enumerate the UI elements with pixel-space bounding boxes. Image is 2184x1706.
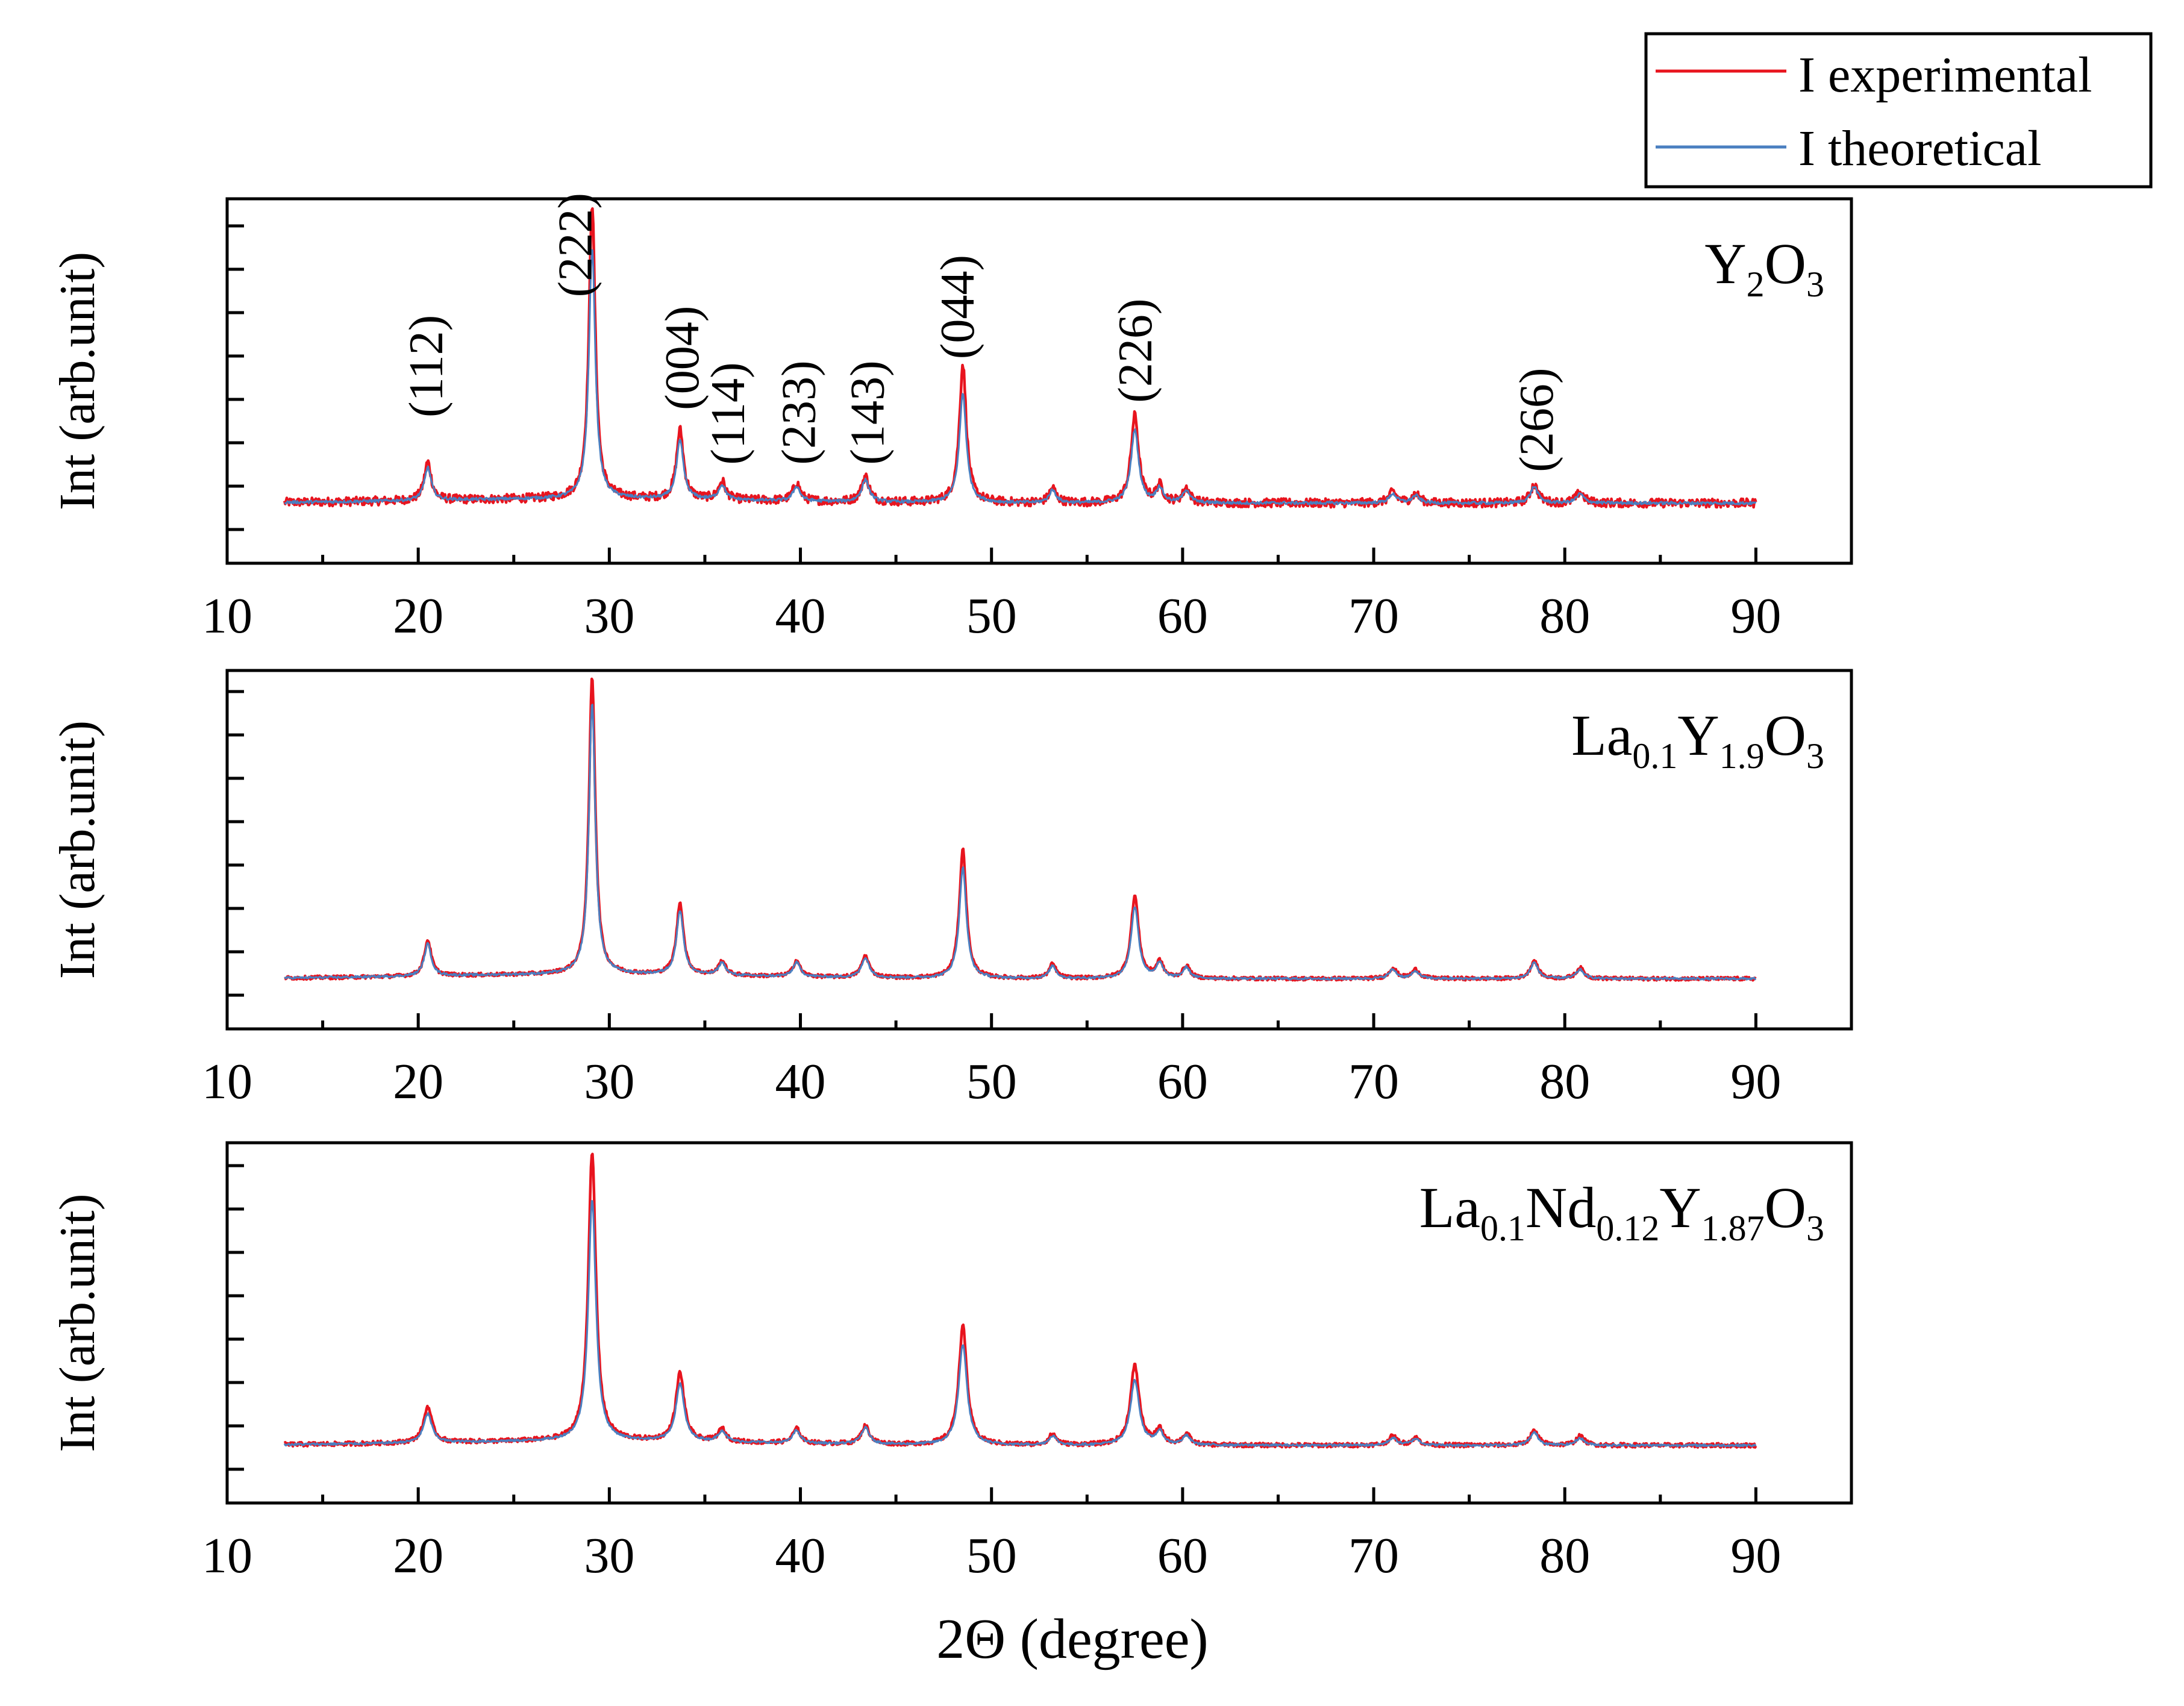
x-tick-label: 80 — [1539, 1528, 1590, 1584]
x-tick-label: 60 — [1157, 1528, 1208, 1584]
series-experimental-line — [284, 677, 1757, 982]
peak-label: (226) — [1109, 299, 1162, 403]
x-tick-label: 40 — [775, 1054, 826, 1110]
series-theoretical-line — [283, 1200, 1757, 1448]
title-part: O — [1765, 703, 1806, 767]
x-tick-label: 30 — [584, 588, 634, 644]
x-tick-label: 20 — [393, 1054, 443, 1110]
x-tick-label: 70 — [1348, 1528, 1399, 1584]
panels-group: 10 20 30 40 50 60 70 80 90 Int (arb.unit) (112) (22… — [49, 193, 1853, 1584]
title-subscript: 0.1 — [1480, 1208, 1525, 1248]
peak-label: (143) — [842, 360, 895, 464]
title-subscript: 3 — [1806, 1208, 1824, 1248]
title-part: La — [1571, 703, 1632, 767]
panel-title: Y2O3 — [1704, 231, 1824, 304]
series-theoretical-line — [284, 249, 1757, 505]
panel-title: La0.1Y1.9O3 — [1571, 703, 1824, 776]
x-tick-label: 30 — [584, 1054, 634, 1110]
legend-label-theoretical: I theoretical — [1798, 120, 2041, 177]
title-part: O — [1765, 1175, 1806, 1240]
peak-label: (266) — [1510, 367, 1563, 472]
x-tick-label: 40 — [775, 1528, 826, 1584]
x-tick-label: 10 — [202, 588, 252, 644]
title-part: Nd — [1525, 1175, 1596, 1240]
x-axis-title: 2Θ (degree) — [936, 1608, 1208, 1670]
legend: I experimental I theoretical — [1644, 32, 2153, 189]
x-tick-label: 80 — [1539, 588, 1590, 644]
plot-frame — [225, 197, 1853, 565]
title-subscript: 2 — [1747, 264, 1765, 304]
title-subscript: 3 — [1806, 736, 1824, 776]
peak-label: (233) — [773, 360, 826, 464]
x-tick-label: 50 — [966, 588, 1017, 644]
x-tick-label: 10 — [202, 1054, 252, 1110]
panel-title: La0.1Nd0.12Y1.87O3 — [1419, 1175, 1824, 1248]
x-tick-label: 70 — [1348, 588, 1399, 644]
x-tick-label: 50 — [966, 1054, 1017, 1110]
legend-box — [1644, 32, 2153, 189]
x-tick-label: 60 — [1157, 1054, 1208, 1110]
peak-label: (112) — [400, 315, 453, 417]
y-axis-title: Int (arb.unit) — [49, 252, 105, 510]
title-subscript: 0.1 — [1632, 736, 1677, 776]
x-tick-label: 90 — [1730, 588, 1781, 644]
title-subscript: 0.12 — [1596, 1208, 1659, 1248]
title-subscript: 1.9 — [1719, 736, 1765, 776]
x-tick-label: 20 — [393, 588, 443, 644]
x-tick-label: 20 — [393, 1528, 443, 1584]
peak-label: (114) — [702, 362, 755, 464]
plot-frame — [225, 669, 1853, 1031]
title-part: Y — [1659, 1175, 1701, 1240]
peak-label: (222) — [549, 193, 602, 297]
title-part: Y — [1704, 231, 1746, 296]
plot-frame — [225, 1141, 1853, 1505]
panel-2: 10 20 30 40 50 60 70 80 90 Int (arb.unit) La0.1Y1.… — [49, 669, 1853, 1110]
x-tick-label: 50 — [966, 1528, 1017, 1584]
peak-label: (044) — [931, 255, 984, 359]
x-tick-label: 40 — [775, 588, 826, 644]
x-tick-label: 90 — [1730, 1528, 1781, 1584]
x-tick-label: 80 — [1539, 1054, 1590, 1110]
x-tick-label: 30 — [584, 1528, 634, 1584]
x-tick-label: 10 — [202, 1528, 252, 1584]
series-theoretical-line — [284, 704, 1757, 981]
panel-3: 10 20 30 40 50 60 70 80 90 Int (arb.unit) La0.1Nd0… — [49, 1141, 1853, 1584]
x-tick-label: 60 — [1157, 588, 1208, 644]
title-part: Y — [1677, 703, 1719, 767]
title-part: La — [1419, 1175, 1480, 1240]
panel-1: 10 20 30 40 50 60 70 80 90 Int (arb.unit) (112) (22… — [49, 193, 1853, 644]
legend-label-experimental: I experimental — [1798, 47, 2092, 103]
title-part: O — [1765, 231, 1806, 296]
x-tick-label: 70 — [1348, 1054, 1399, 1110]
title-subscript: 3 — [1806, 264, 1824, 304]
x-tick-label: 90 — [1730, 1054, 1781, 1110]
title-subscript: 1.87 — [1701, 1208, 1765, 1248]
y-axis-title: Int (arb.unit) — [49, 720, 105, 979]
peak-label: (004) — [656, 306, 709, 410]
y-axis-title: Int (arb.unit) — [49, 1193, 105, 1452]
